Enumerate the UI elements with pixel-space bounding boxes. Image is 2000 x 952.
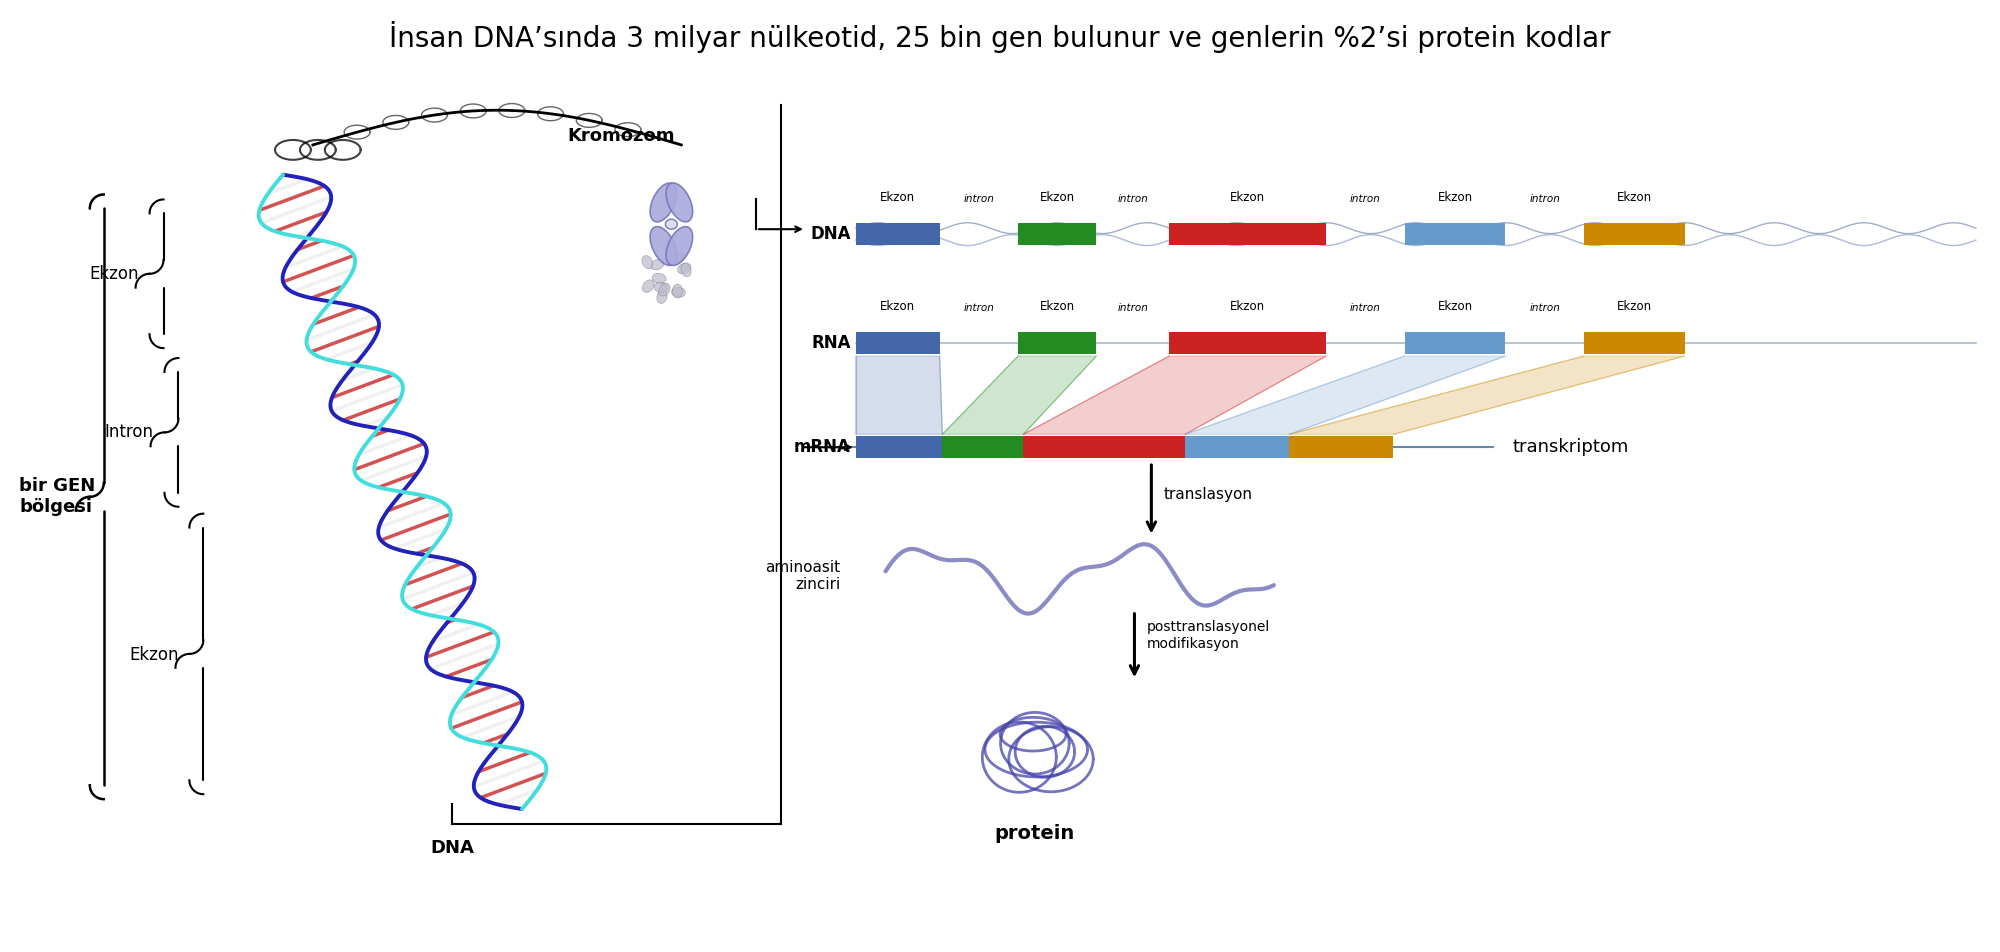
Text: intron: intron xyxy=(1350,304,1380,313)
Ellipse shape xyxy=(664,253,676,264)
Text: Intron: Intron xyxy=(104,424,154,442)
Text: Ekzon: Ekzon xyxy=(90,265,138,283)
Ellipse shape xyxy=(666,292,680,303)
Polygon shape xyxy=(942,356,1096,434)
Text: DNA: DNA xyxy=(810,225,850,243)
Bar xyxy=(1018,332,1096,354)
Polygon shape xyxy=(1186,356,1506,434)
Bar xyxy=(1186,436,1290,458)
Ellipse shape xyxy=(650,286,664,297)
Polygon shape xyxy=(1290,356,1684,434)
Ellipse shape xyxy=(650,227,676,266)
Ellipse shape xyxy=(666,183,692,222)
Bar xyxy=(856,436,942,458)
Text: Ekzon: Ekzon xyxy=(128,646,178,664)
Text: translasyon: translasyon xyxy=(1164,486,1252,502)
Text: intron: intron xyxy=(1350,194,1380,205)
Bar xyxy=(1170,332,1326,354)
Text: intron: intron xyxy=(1118,194,1148,205)
Text: intron: intron xyxy=(964,194,994,205)
Ellipse shape xyxy=(652,261,666,271)
Bar xyxy=(856,223,940,245)
Bar xyxy=(1290,436,1394,458)
Text: Ekzon: Ekzon xyxy=(1438,301,1472,313)
Ellipse shape xyxy=(664,270,676,282)
Ellipse shape xyxy=(666,219,678,229)
Bar xyxy=(1404,332,1506,354)
Text: posttranslasyonel
modifikasyon: posttranslasyonel modifikasyon xyxy=(1146,621,1270,650)
Bar xyxy=(1584,332,1684,354)
Ellipse shape xyxy=(650,183,676,222)
Ellipse shape xyxy=(662,262,672,276)
Bar xyxy=(942,436,1024,458)
Ellipse shape xyxy=(646,265,658,277)
Bar xyxy=(1170,223,1326,245)
Text: RNA: RNA xyxy=(812,334,850,352)
Text: Ekzon: Ekzon xyxy=(880,191,916,205)
Text: Ekzon: Ekzon xyxy=(1230,191,1266,205)
Text: intron: intron xyxy=(1530,304,1560,313)
Text: Ekzon: Ekzon xyxy=(1040,191,1074,205)
Text: mRNA: mRNA xyxy=(794,438,850,456)
Bar xyxy=(856,332,940,354)
Bar xyxy=(1584,223,1684,245)
Text: intron: intron xyxy=(1118,304,1148,313)
Ellipse shape xyxy=(660,280,672,290)
Text: Ekzon: Ekzon xyxy=(1616,191,1652,205)
Text: protein: protein xyxy=(994,823,1074,843)
Polygon shape xyxy=(856,356,942,434)
Text: bir GEN
bölgesi: bir GEN bölgesi xyxy=(20,477,96,516)
Text: DNA: DNA xyxy=(430,839,474,857)
Bar xyxy=(1018,223,1096,245)
Ellipse shape xyxy=(670,293,680,307)
Bar xyxy=(1404,223,1506,245)
Text: intron: intron xyxy=(1530,194,1560,205)
Text: İnsan DNA’sında 3 milyar nülkeotid, 25 bin gen bulunur ve genlerin %2’si protein: İnsan DNA’sında 3 milyar nülkeotid, 25 b… xyxy=(390,21,1610,53)
Bar xyxy=(1024,436,1186,458)
Text: Ekzon: Ekzon xyxy=(880,301,916,313)
Text: Ekzon: Ekzon xyxy=(1616,301,1652,313)
Text: aminoasit
zinciri: aminoasit zinciri xyxy=(766,560,840,592)
Ellipse shape xyxy=(662,265,674,274)
Text: intron: intron xyxy=(964,304,994,313)
Text: transkriptom: transkriptom xyxy=(1512,438,1630,456)
Ellipse shape xyxy=(666,227,692,266)
Text: Ekzon: Ekzon xyxy=(1438,191,1472,205)
Text: Ekzon: Ekzon xyxy=(1230,301,1266,313)
Ellipse shape xyxy=(660,270,674,281)
Text: Kromozom: Kromozom xyxy=(568,127,676,145)
Ellipse shape xyxy=(640,267,654,276)
Text: Ekzon: Ekzon xyxy=(1040,301,1074,313)
Polygon shape xyxy=(1024,356,1326,434)
